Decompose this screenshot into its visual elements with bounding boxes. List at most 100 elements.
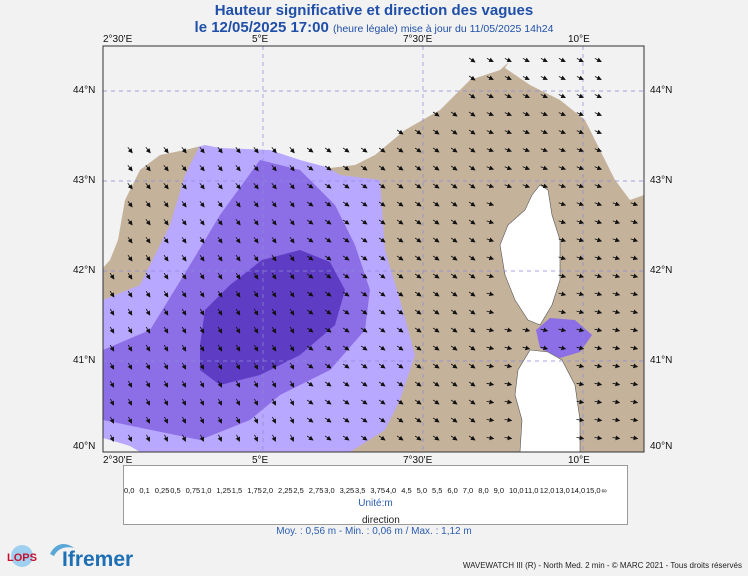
direction-arrow	[396, 327, 404, 333]
direction-arrow	[450, 111, 458, 117]
direction-arrow	[360, 147, 368, 153]
direction-arrow	[540, 111, 548, 116]
direction-arrow	[289, 254, 295, 262]
direction-arrow	[576, 399, 585, 405]
direction-arrow	[414, 273, 422, 279]
direction-arrow	[594, 201, 603, 207]
direction-arrow	[576, 435, 585, 441]
direction-arrow	[378, 237, 386, 243]
direction-arrow	[594, 165, 603, 171]
direction-arrow	[145, 416, 150, 424]
direction-arrow	[450, 435, 458, 441]
direction-arrow	[594, 363, 603, 369]
direction-arrow	[253, 218, 259, 226]
direction-arrow	[576, 345, 585, 351]
direction-arrow	[378, 219, 386, 225]
direction-arrow	[145, 308, 151, 316]
direction-arrow	[432, 309, 440, 315]
ifremer-wave-icon	[50, 544, 74, 556]
direction-arrow	[594, 273, 603, 279]
direction-arrow	[414, 183, 422, 189]
direction-arrow	[378, 417, 386, 423]
direction-arrow	[306, 273, 314, 279]
direction-arrow	[217, 218, 223, 226]
direction-arrow	[306, 147, 314, 153]
direction-arrow	[468, 165, 476, 171]
direction-arrow	[360, 291, 368, 297]
direction-arrow	[612, 237, 621, 243]
direction-arrow	[271, 290, 277, 298]
forecast-date: le 12/05/2025 17:00	[194, 19, 329, 36]
direction-arrow	[253, 200, 259, 208]
direction-arrow	[199, 416, 204, 424]
direction-arrow	[504, 111, 512, 116]
direction-arrow	[486, 327, 495, 333]
direction-arrow	[127, 165, 133, 172]
direction-arrow	[324, 417, 332, 423]
direction-arrow	[253, 165, 259, 172]
direction-arrow	[324, 201, 332, 207]
direction-arrow	[217, 326, 223, 334]
direction-arrow	[235, 344, 241, 352]
direction-arrow	[612, 381, 621, 387]
legend-value-label: 0,25	[154, 486, 170, 495]
direction-arrow	[486, 219, 495, 225]
direction-arrow	[630, 219, 639, 225]
direction-arrow	[271, 380, 277, 388]
direction-arrow	[504, 435, 513, 441]
direction-arrow	[163, 434, 168, 442]
direction-arrow	[522, 327, 531, 333]
direction-arrow	[522, 165, 531, 171]
direction-arrow	[414, 219, 422, 225]
direction-arrow	[468, 147, 476, 153]
direction-arrow	[109, 326, 115, 334]
direction-arrow	[181, 434, 186, 442]
direction-arrow	[181, 147, 187, 154]
direction-arrow	[396, 237, 404, 243]
direction-arrow	[181, 380, 187, 388]
direction-arrow	[414, 381, 422, 387]
direction-arrow	[145, 344, 151, 352]
land-france	[103, 46, 644, 268]
direction-arrow	[235, 236, 241, 244]
legend-value-label: 14,0	[570, 486, 586, 495]
direction-arrow	[360, 381, 368, 387]
direction-arrow	[432, 291, 440, 297]
direction-arrow	[558, 327, 567, 333]
direction-arrow	[181, 218, 187, 226]
direction-arrow	[630, 381, 639, 387]
direction-arrow	[486, 291, 495, 297]
direction-arrow	[163, 200, 169, 208]
direction-arrow	[468, 327, 476, 333]
direction-arrow	[306, 291, 314, 297]
direction-arrow	[594, 183, 603, 189]
direction-arrow	[414, 129, 422, 135]
direction-arrow	[127, 236, 133, 244]
direction-arrow	[324, 345, 332, 351]
direction-arrow	[163, 218, 169, 226]
direction-arrow	[414, 147, 422, 153]
direction-arrow	[217, 344, 223, 352]
direction-arrow	[181, 236, 187, 244]
direction-arrow	[342, 417, 350, 423]
direction-arrow	[630, 255, 639, 261]
lat-label-right: 40°N	[650, 441, 673, 452]
direction-arrow	[396, 273, 404, 279]
direction-arrow	[235, 362, 241, 370]
direction-arrow	[289, 326, 295, 334]
direction-arrow	[504, 75, 512, 80]
direction-arrow	[235, 165, 241, 172]
direction-arrow	[522, 183, 531, 189]
direction-arrow	[271, 398, 276, 406]
direction-arrow	[504, 183, 513, 189]
direction-arrow	[289, 398, 294, 406]
direction-arrow	[253, 147, 259, 154]
direction-arrow	[217, 416, 222, 424]
direction-arrow	[360, 327, 368, 333]
direction-arrow	[199, 398, 204, 406]
direction-arrow	[504, 129, 512, 134]
direction-arrow	[271, 218, 277, 226]
direction-arrow	[522, 93, 530, 98]
direction-arrow	[217, 165, 223, 172]
direction-arrow	[558, 183, 567, 189]
